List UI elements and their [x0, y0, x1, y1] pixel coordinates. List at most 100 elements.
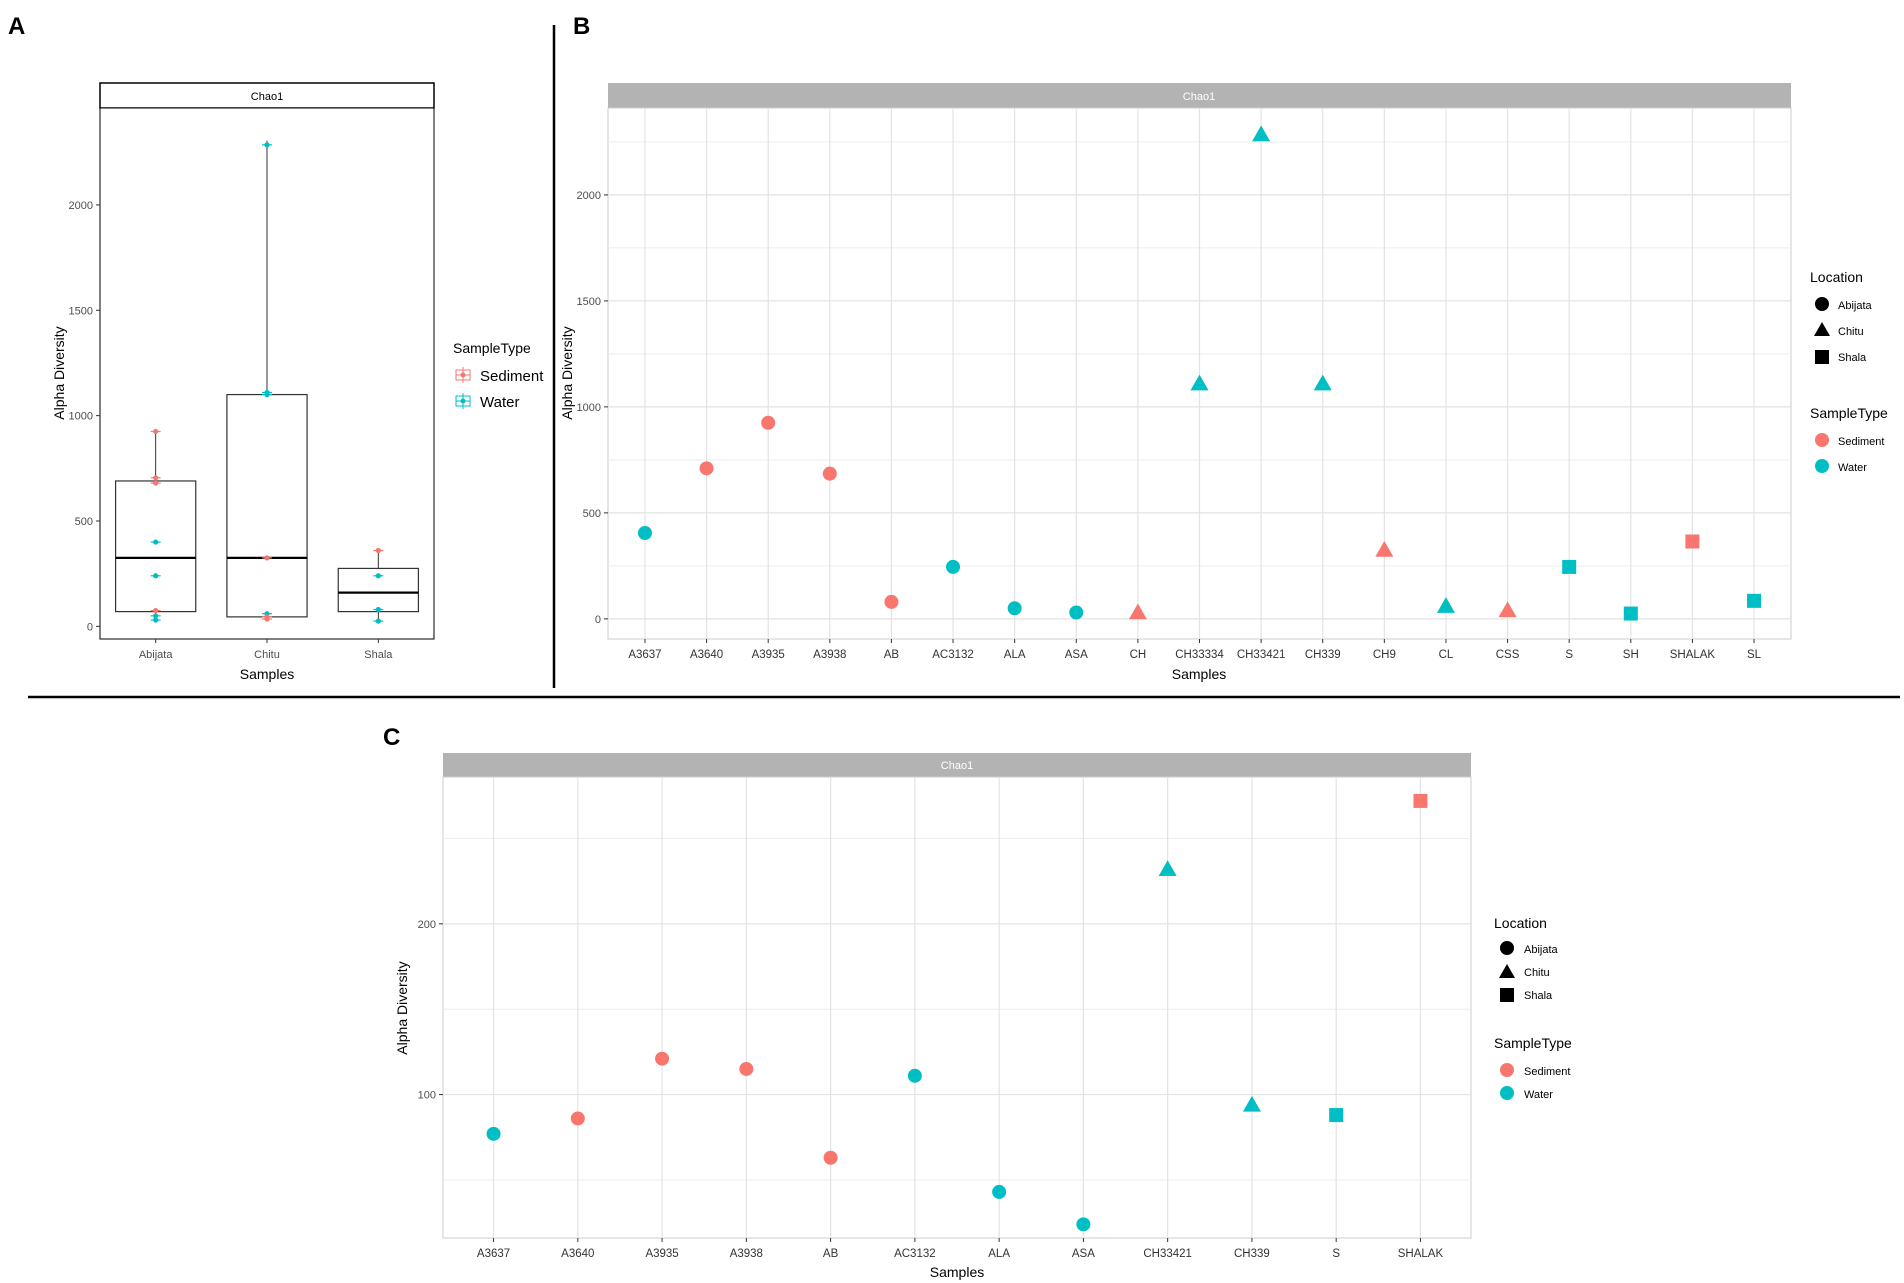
b-x-tick-label-a3640: A3640: [690, 649, 723, 661]
b-point-a3637: [637, 526, 652, 541]
b-x-tick-label-a3938: A3938: [813, 649, 846, 661]
b-point-ch339: [1313, 374, 1332, 391]
panel-c-plot-area: [442, 776, 1472, 1239]
panel-b-legend-chitu: Chitu: [1838, 326, 1864, 338]
b-x-tick-label-ch: CH: [1130, 649, 1147, 661]
b-x-tick-label-a3935: A3935: [752, 649, 785, 661]
a-point-abijata-sediment: [150, 480, 161, 486]
panel-b-x-axis-title: Samples: [1172, 666, 1226, 682]
b-x-tick-label-s: S: [1565, 649, 1573, 661]
c-x-tick-label-a3935: A3935: [645, 1248, 678, 1260]
a-point-chitu-sediment: [262, 555, 272, 561]
b-x-tick-label-sh: SH: [1623, 649, 1639, 661]
panel-a-legend-label-sediment: Sediment: [480, 368, 544, 385]
legend-key-chitu: [1499, 964, 1515, 978]
legend-key-shala: [1815, 350, 1829, 364]
legend-key-water: [455, 393, 471, 409]
panel-letter-c: C: [383, 724, 400, 751]
panel-c-legend: Location Abijata Chitu Shala SampleType …: [1494, 915, 1572, 1101]
a-y-tick-label: 0: [87, 621, 93, 633]
b-point-ala: [1007, 601, 1022, 616]
panel-c-y-axis-title: Alpha Diversity: [394, 961, 410, 1054]
a-y-tick-label: 1000: [69, 411, 93, 423]
legend-key-water: [1500, 1086, 1514, 1100]
b-x-tick-label-shalak: SHALAK: [1670, 649, 1716, 661]
a-point-abijata-water: [150, 539, 161, 545]
panel-a: Chao1 0 500 1000 1500 2000 Abijata Chitu Shala…: [51, 82, 544, 682]
b-point-css: [1498, 601, 1517, 618]
panel-b: Chao1 0 500 1000 1500 2000 A3637 A3640 A3935 A3…: [559, 83, 1888, 682]
c-x-tick-label-s: S: [1332, 1248, 1340, 1260]
b-point-ch: [1128, 603, 1147, 620]
b-point-sh: [1623, 606, 1638, 621]
b-point-ch9: [1375, 540, 1394, 557]
legend-key-sediment: [1500, 1063, 1514, 1077]
c-y-tick-label: 200: [418, 919, 436, 931]
panel-b-legend-shala: Shala: [1838, 352, 1867, 364]
c-point-ch33421: [1158, 860, 1177, 876]
b-x-tick-label-ch9: CH9: [1373, 649, 1396, 661]
b-x-tick-label-ala: ALA: [1004, 649, 1026, 661]
c-x-tick-label-ala: ALA: [988, 1248, 1010, 1260]
c-x-tick-label-a3640: A3640: [561, 1248, 594, 1260]
legend-key-abijata: [1500, 941, 1514, 955]
panel-b-y-axis-title: Alpha Diversity: [559, 326, 575, 419]
panel-c-strip: [443, 753, 1471, 777]
panel-b-legend-abijata: Abijata: [1838, 300, 1873, 312]
b-point-ac3132: [946, 559, 961, 574]
c-point-shalak: [1413, 793, 1428, 808]
a-point-shala-water: [373, 606, 384, 613]
a-point-shala-sediment: [373, 547, 384, 554]
panel-a-strip-title: Chao1: [251, 91, 283, 103]
panel-b-legend-type-title: SampleType: [1810, 405, 1888, 421]
a-point-chitu-water: [262, 391, 272, 398]
c-point-s: [1329, 1108, 1344, 1123]
a-point-abijata-sediment: [150, 428, 161, 435]
c-x-tick-label-ac3132: AC3132: [894, 1248, 936, 1260]
panel-c-legend-type-title: SampleType: [1494, 1035, 1572, 1051]
b-x-tick-label-sl: SL: [1747, 649, 1762, 661]
c-point-ac3132: [907, 1068, 922, 1083]
b-x-tick-label-ch33334: CH33334: [1175, 649, 1224, 661]
legend-key-chitu: [1814, 322, 1830, 336]
panel-c: Chao1 100 200 A3637 A3640 A3935 A3938 AB AC313…: [394, 753, 1572, 1280]
b-y-tick-label: 2000: [577, 190, 601, 202]
panel-letter-b: B: [573, 13, 590, 40]
c-x-tick-label-shalak: SHALAK: [1398, 1248, 1444, 1260]
c-x-tick-label-ch33421: CH33421: [1143, 1248, 1192, 1260]
c-x-tick-label-asa: ASA: [1072, 1248, 1095, 1260]
panel-b-legend-location-title: Location: [1810, 269, 1863, 285]
c-point-ch339: [1242, 1095, 1261, 1112]
a-x-tick-label-chitu: Chitu: [254, 649, 280, 661]
panel-letter-a: A: [8, 13, 25, 40]
a-point-abijata-sediment: [150, 475, 161, 481]
panel-c-legend-abijata: Abijata: [1524, 944, 1559, 956]
b-point-asa: [1069, 605, 1084, 620]
panel-a-legend: SampleType Sediment Water: [453, 340, 544, 411]
a-x-tick-label-abijata: Abijata: [139, 649, 174, 661]
c-x-tick-label-ab: AB: [823, 1248, 839, 1260]
a-point-abijata-water: [150, 573, 161, 579]
a-x-tick-label-shala: Shala: [364, 649, 393, 661]
legend-key-sediment: [455, 367, 471, 383]
b-point-cl: [1436, 597, 1455, 613]
b-x-tick-label-ac3132: AC3132: [932, 649, 974, 661]
c-x-tick-label-a3637: A3637: [477, 1248, 510, 1260]
panel-a-strip: [99, 82, 435, 109]
b-x-tick-label-ch33421: CH33421: [1237, 649, 1286, 661]
panel-b-legend: Location Abijata Chitu Shala SampleType …: [1810, 269, 1888, 474]
a-point-shala-water: [373, 618, 384, 624]
panel-c-strip-title: Chao1: [941, 760, 973, 772]
b-point-a3640: [699, 461, 714, 476]
a-point-shala-water: [373, 573, 384, 579]
a-point-abijata-water: [150, 617, 161, 623]
b-y-tick-label: 500: [583, 508, 601, 520]
c-point-a3637: [486, 1126, 501, 1141]
panel-a-x-axis-title: Samples: [240, 666, 294, 682]
b-point-s: [1562, 559, 1577, 574]
panel-c-legend-location-title: Location: [1494, 915, 1547, 931]
legend-key-abijata: [1815, 297, 1829, 311]
panel-a-legend-label-water: Water: [480, 394, 519, 411]
b-point-sl: [1747, 593, 1762, 608]
